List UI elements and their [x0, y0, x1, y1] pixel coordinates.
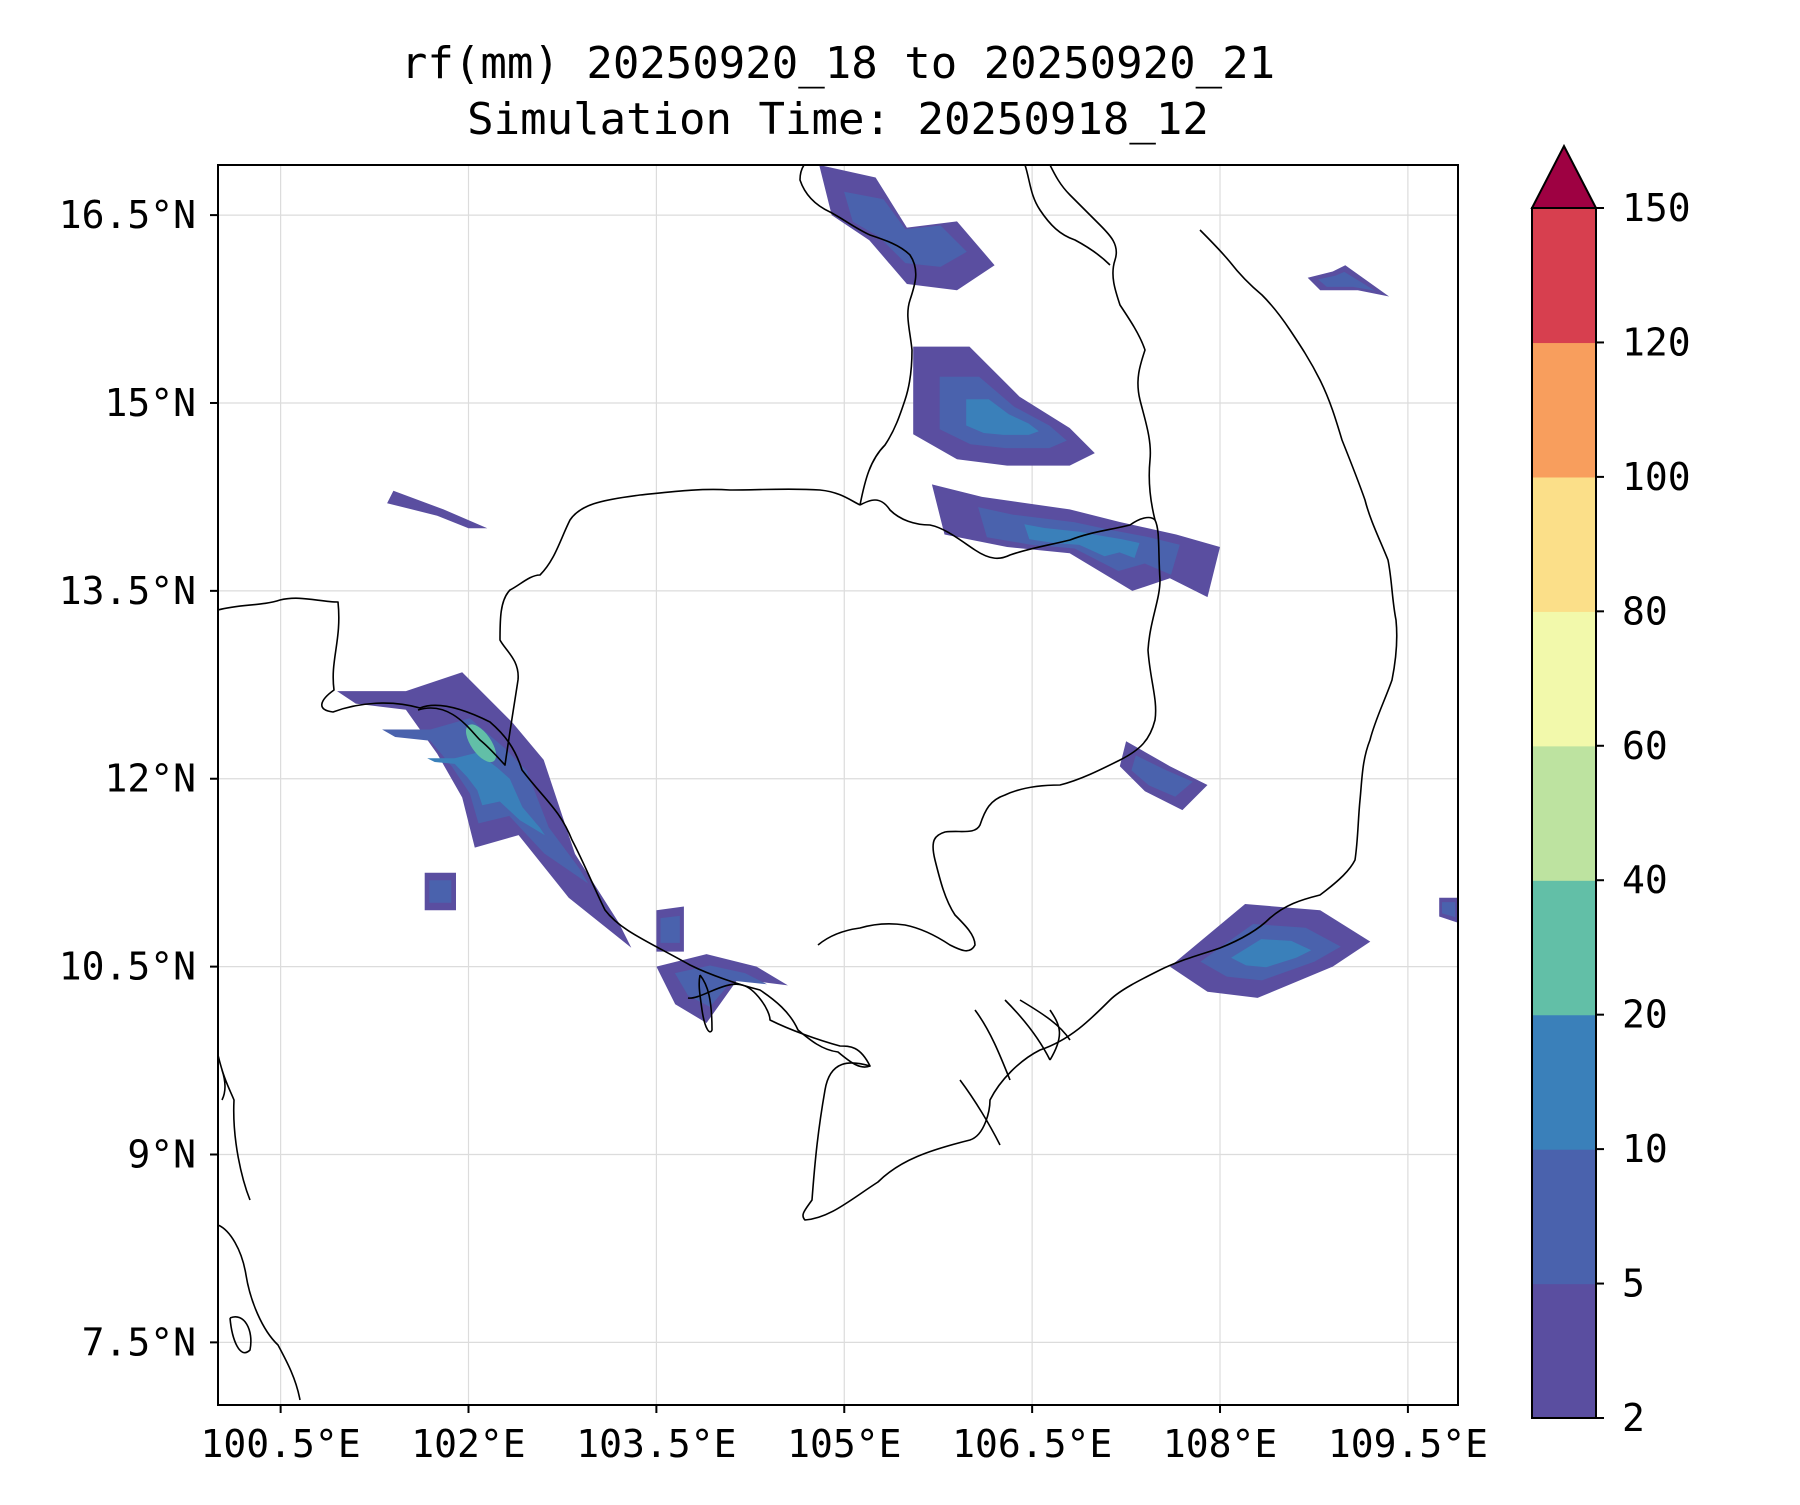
rain-area-4 — [387, 490, 488, 529]
colorbar-segment-8 — [1532, 208, 1596, 344]
y-tick-label-4: 10.5°N — [59, 945, 196, 989]
y-tick-label-0: 16.5°N — [59, 193, 196, 237]
coastline-cambodia-vietnam — [687, 229, 1398, 1221]
map-frame — [217, 164, 1459, 1406]
y-tick-label-6: 7.5°N — [82, 1320, 196, 1364]
colorbar-label-8: 120 — [1622, 320, 1691, 364]
x-tick-label-4: 106.5°E — [952, 1422, 1112, 1466]
colorbar-segment-3 — [1532, 880, 1596, 1016]
colorbar-segment-1 — [1532, 1149, 1596, 1285]
coastline-thailand-upper — [218, 597, 871, 1068]
border-laos-inner — [1024, 165, 1111, 266]
y-tick-label-3: 12°N — [104, 757, 196, 801]
rain-core-10 — [1318, 271, 1375, 291]
y-axis-ticks: 16.5°N 15°N 13.5°N 12°N 10.5°N 9°N 7.5°N — [59, 193, 218, 1364]
x-tick-label-6: 109.5°E — [1328, 1422, 1488, 1466]
colorbar: 2 5 10 20 40 60 80 100 120 150 — [1530, 143, 1691, 1440]
border-laos-thailand — [799, 165, 917, 506]
border-thai-cambodia — [417, 488, 861, 766]
border-laos-vietnam — [1049, 165, 1156, 521]
colorbar-segment-4 — [1532, 745, 1596, 881]
colorbar-frame — [1531, 207, 1597, 1419]
x-tick-label-2: 103.5°E — [576, 1422, 736, 1466]
y-tick-label-5: 9°N — [127, 1132, 196, 1176]
colorbar-label-1: 5 — [1622, 1262, 1645, 1306]
x-tick-label-5: 108°E — [1163, 1422, 1277, 1466]
colorbar-label-7: 100 — [1622, 455, 1691, 499]
rain-core-11 — [1442, 902, 1456, 918]
colorbar-segment-5 — [1532, 611, 1596, 747]
x-axis-ticks: 100.5°E 102°E 103.5°E 105°E 106.5°E 108°E 109.… — [201, 1405, 1488, 1466]
colorbar-segment-6 — [1532, 476, 1596, 612]
gridlines — [218, 165, 1458, 1405]
map-background — [218, 165, 1458, 1405]
rain-core-7 — [844, 191, 967, 267]
colorbar-label-5: 60 — [1622, 724, 1668, 768]
colorbar-segment-7 — [1532, 342, 1596, 478]
rain-core-2 — [660, 915, 680, 943]
colorbar-extend-arrow — [1530, 143, 1598, 209]
colorbar-label-6: 80 — [1622, 589, 1668, 633]
chart-title: rf(mm) 20250920_18 to 20250920_21 — [401, 38, 1275, 89]
mekong-delta — [959, 999, 1071, 1146]
x-tick-label-1: 102°E — [411, 1422, 525, 1466]
rain-peak-6 — [1024, 524, 1140, 558]
rain-peak-0 — [427, 752, 545, 836]
rain-peak-5 — [966, 399, 1039, 435]
x-tick-label-0: 100.5°E — [201, 1422, 361, 1466]
geography-layer — [218, 165, 1398, 1401]
colorbar-label-4: 40 — [1622, 858, 1668, 902]
colorbar-label-3: 20 — [1622, 993, 1668, 1037]
rain-peak-8 — [1231, 939, 1312, 968]
border-cambodia-east — [817, 499, 1161, 952]
colorbar-label-0: 2 — [1622, 1396, 1645, 1440]
x-tick-label-3: 105°E — [787, 1422, 901, 1466]
y-tick-label-2: 13.5°N — [59, 569, 196, 613]
rainfall-layer — [337, 165, 1458, 1023]
coastline-gulf-west — [218, 1054, 301, 1401]
colorbar-label-9: 150 — [1622, 186, 1691, 230]
rain-core-9 — [1131, 755, 1193, 797]
colorbar-segment-2 — [1532, 1014, 1596, 1150]
island-phu-quoc — [698, 974, 713, 1033]
rain-core-3 — [429, 880, 452, 903]
colorbar-label-2: 10 — [1622, 1127, 1668, 1171]
colorbar-segment-0 — [1532, 1283, 1596, 1419]
chart-subtitle: Simulation Time: 20250918_12 — [467, 94, 1209, 145]
y-tick-label-1: 15°N — [104, 381, 196, 425]
